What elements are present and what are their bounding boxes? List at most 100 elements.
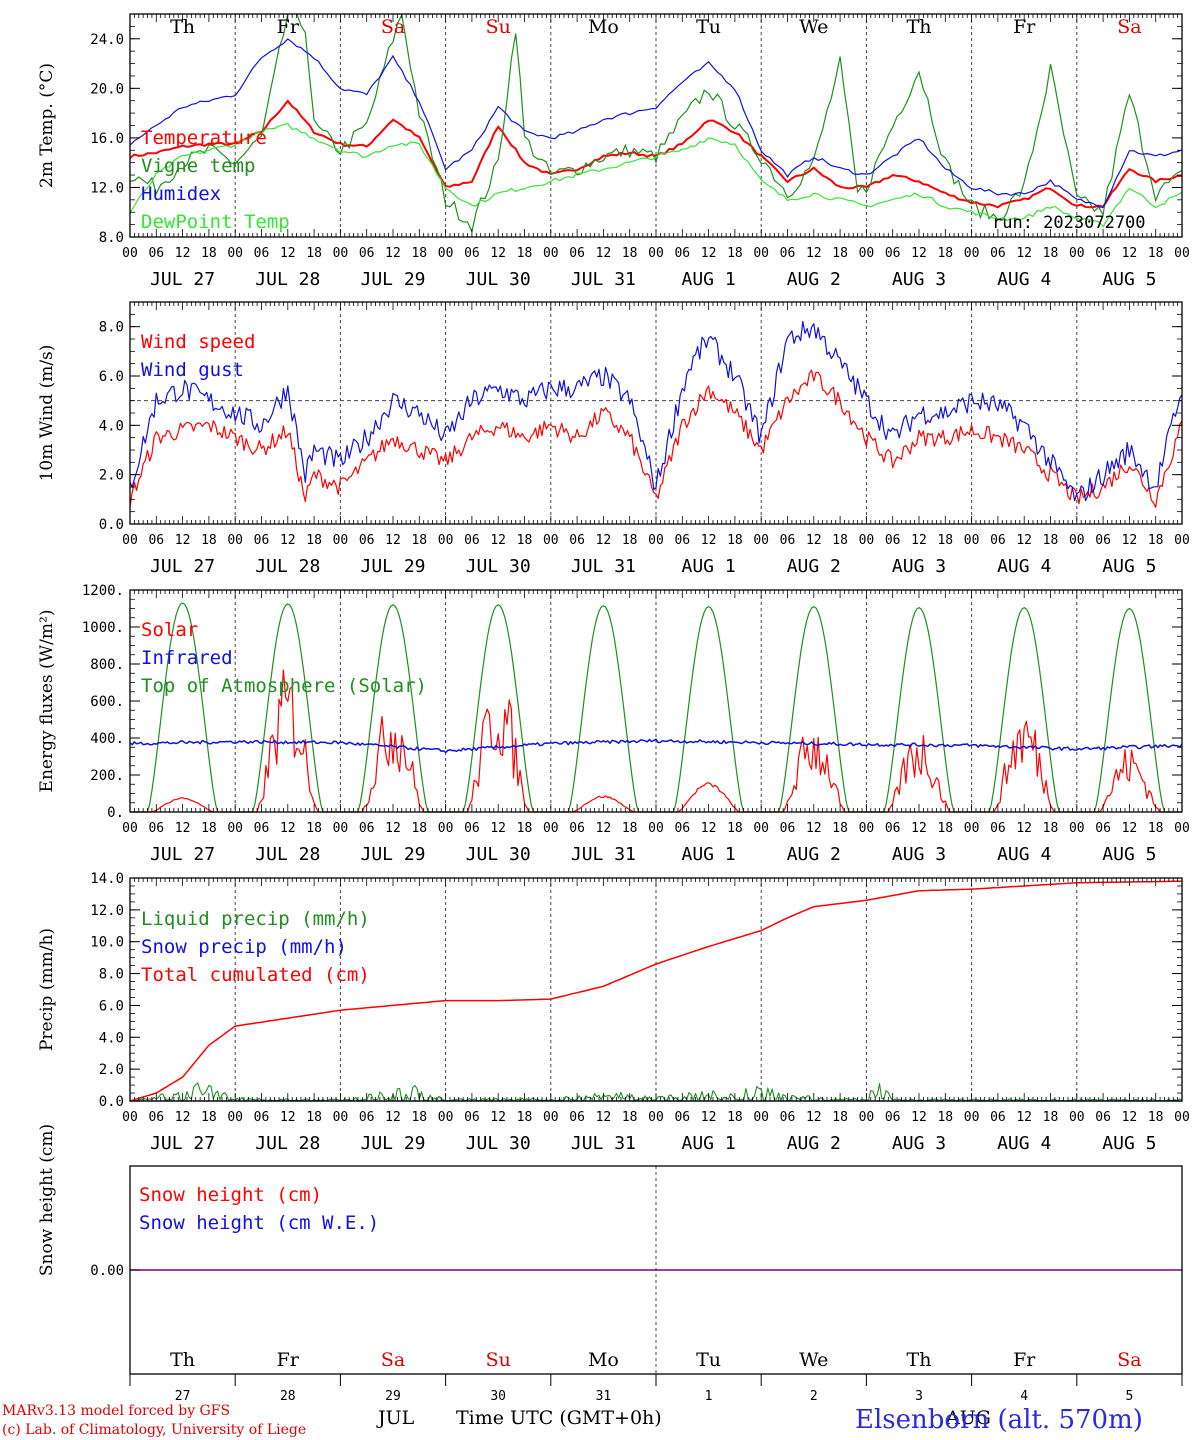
hour-tick-label: 06	[464, 821, 480, 836]
y-tick-label: 16.0	[90, 131, 124, 147]
day-number-label: 5	[1125, 1389, 1133, 1404]
hour-tick-label: 06	[569, 821, 585, 836]
y-tick-label: 0.00	[90, 1263, 124, 1279]
hour-tick-label: 00	[227, 533, 243, 548]
day-number-label: 29	[385, 1389, 401, 1404]
day-name-label: Tu	[696, 1349, 721, 1371]
date-tick-label: JUL 30	[466, 269, 531, 290]
hour-tick-label: 06	[885, 1110, 901, 1125]
x-axis-title: Time UTC (GMT+0h)	[456, 1407, 662, 1429]
date-tick-label: AUG 2	[787, 844, 841, 865]
day-name-label: Su	[486, 16, 511, 38]
hour-tick-label: 00	[1069, 246, 1085, 261]
legend-entry: Infrared	[141, 647, 233, 669]
hour-tick-label: 06	[359, 533, 375, 548]
hour-tick-label: 18	[832, 246, 848, 261]
date-tick-label: AUG 2	[787, 1133, 841, 1154]
hour-tick-label: 00	[333, 821, 349, 836]
hour-tick-label: 18	[622, 1110, 638, 1125]
hour-tick-label: 12	[280, 1110, 296, 1125]
hour-tick-label: 00	[333, 246, 349, 261]
date-tick-label: AUG 4	[997, 844, 1051, 865]
hour-tick-label: 18	[201, 1110, 217, 1125]
hour-tick-label: 12	[701, 821, 717, 836]
y-tick-label: 0.0	[99, 517, 124, 533]
hour-tick-label: 06	[780, 821, 796, 836]
hour-tick-label: 12	[806, 821, 822, 836]
hour-tick-label: 06	[674, 1110, 690, 1125]
y-tick-label: 8.0	[99, 967, 124, 983]
hour-tick-label: 18	[622, 821, 638, 836]
series-line-dewpoint-temp	[130, 123, 1182, 228]
y-axis-label: 10m Wind (m/s)	[37, 345, 57, 482]
hour-tick-label: 12	[806, 246, 822, 261]
hour-tick-label: 06	[885, 821, 901, 836]
hour-tick-label: 00	[543, 1110, 559, 1125]
hour-tick-label: 00	[122, 1110, 138, 1125]
hour-tick-label: 00	[1069, 821, 1085, 836]
legend-entry: Solar	[141, 619, 198, 641]
hour-tick-label: 00	[438, 821, 454, 836]
date-tick-label: AUG 3	[892, 1133, 946, 1154]
hour-tick-label: 18	[201, 821, 217, 836]
day-number-label: 28	[280, 1389, 296, 1404]
y-tick-label: 1200.	[82, 583, 124, 599]
y-tick-label: 800.	[90, 657, 124, 673]
hour-tick-label: 00	[1174, 821, 1190, 836]
hour-tick-label: 06	[464, 246, 480, 261]
hour-tick-label: 06	[148, 821, 164, 836]
day-number-label: 31	[596, 1389, 612, 1404]
date-tick-label: AUG 5	[1102, 1133, 1156, 1154]
hour-tick-label: 06	[990, 1110, 1006, 1125]
legend-entry: Wind gust	[141, 359, 244, 381]
hour-tick-label: 18	[937, 1110, 953, 1125]
y-tick-label: 200.	[90, 768, 124, 784]
hour-tick-label: 12	[175, 533, 191, 548]
date-tick-label: JUL 28	[255, 556, 320, 577]
date-tick-label: JUL 29	[360, 1133, 425, 1154]
date-tick-label: JUL 30	[466, 844, 531, 865]
hour-tick-label: 12	[1122, 821, 1138, 836]
date-tick-label: AUG 3	[892, 844, 946, 865]
hour-tick-label: 06	[990, 821, 1006, 836]
hour-tick-label: 06	[254, 821, 270, 836]
date-tick-label: JUL 27	[150, 556, 215, 577]
date-tick-label: JUL 27	[150, 844, 215, 865]
hour-tick-label: 06	[674, 821, 690, 836]
legend-entry: Liquid precip (mm/h)	[141, 908, 370, 930]
legend-entry: DewPoint Temp	[141, 211, 290, 233]
hour-tick-label: 18	[1043, 246, 1059, 261]
y-tick-label: 0.	[107, 805, 124, 821]
hour-tick-label: 18	[622, 533, 638, 548]
hour-tick-label: 06	[254, 1110, 270, 1125]
hour-tick-label: 06	[674, 246, 690, 261]
day-name-label: Fr	[277, 16, 300, 38]
hour-tick-label: 18	[306, 533, 322, 548]
day-name-label: Th	[907, 1349, 932, 1371]
hour-tick-label: 06	[148, 246, 164, 261]
y-tick-label: 12.0	[90, 180, 124, 196]
hour-tick-label: 06	[1095, 246, 1111, 261]
hour-tick-label: 00	[648, 533, 664, 548]
date-tick-label: JUL 31	[571, 844, 636, 865]
panel-1-frame	[129, 13, 1183, 238]
hour-tick-label: 06	[148, 533, 164, 548]
hour-tick-label: 06	[1095, 533, 1111, 548]
day-name-label: Mo	[588, 16, 619, 38]
hour-tick-label: 12	[596, 533, 612, 548]
day-number-label: 3	[915, 1389, 923, 1404]
hour-tick-label: 06	[885, 246, 901, 261]
date-tick-label: JUL 28	[255, 269, 320, 290]
hour-tick-label: 12	[596, 1110, 612, 1125]
hour-tick-label: 00	[648, 1110, 664, 1125]
hour-tick-label: 18	[517, 821, 533, 836]
hour-tick-label: 12	[1016, 821, 1032, 836]
y-tick-label: 2.0	[99, 468, 124, 484]
date-tick-label: JUL 30	[466, 556, 531, 577]
day-number-label: 27	[175, 1389, 191, 1404]
hour-tick-label: 00	[753, 246, 769, 261]
hour-tick-label: 06	[569, 246, 585, 261]
hour-tick-label: 00	[1174, 533, 1190, 548]
hour-tick-label: 12	[701, 533, 717, 548]
hour-tick-label: 00	[227, 1110, 243, 1125]
